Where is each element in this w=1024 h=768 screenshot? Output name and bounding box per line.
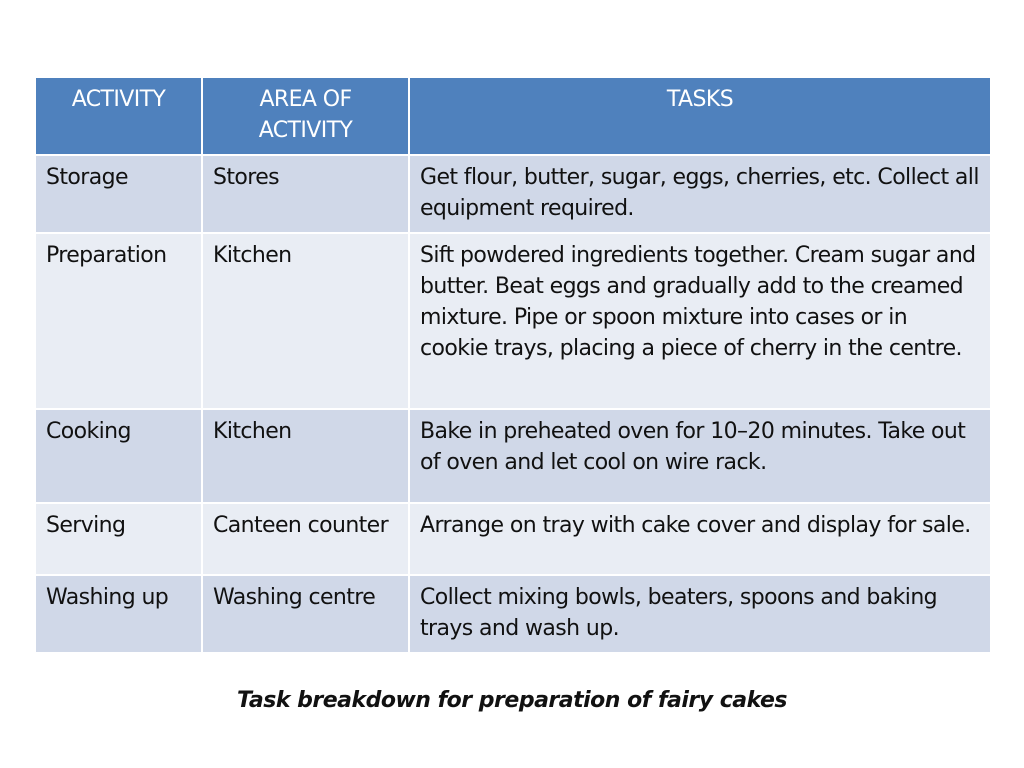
- header-activity: ACTIVITY: [34, 76, 203, 156]
- table-row: Storage Stores Get flour, butter, sugar,…: [34, 154, 992, 234]
- table-row: Washing up Washing centre Collect mixing…: [34, 574, 992, 654]
- header-tasks: TASKS: [408, 76, 992, 156]
- cell-activity: Storage: [34, 154, 203, 234]
- cell-area: Stores: [201, 154, 410, 234]
- cell-area: Kitchen: [201, 232, 410, 410]
- table-caption: Task breakdown for preparation of fairy …: [236, 688, 788, 713]
- cell-tasks: Sift powdered ingredients together. Crea…: [408, 232, 992, 410]
- header-area-of-activity: AREA OF ACTIVITY: [201, 76, 410, 156]
- table-row: Preparation Kitchen Sift powdered ingred…: [34, 232, 992, 410]
- cell-tasks: Bake in preheated oven for 10–20 minutes…: [408, 408, 992, 504]
- cell-tasks: Collect mixing bowls, beaters, spoons an…: [408, 574, 992, 654]
- cell-area: Washing centre: [201, 574, 410, 654]
- cell-activity: Washing up: [34, 574, 203, 654]
- cell-activity: Cooking: [34, 408, 203, 504]
- cell-activity: Serving: [34, 502, 203, 576]
- cell-activity: Preparation: [34, 232, 203, 410]
- cell-area: Kitchen: [201, 408, 410, 504]
- cell-tasks: Arrange on tray with cake cover and disp…: [408, 502, 992, 576]
- table-row: Cooking Kitchen Bake in preheated oven f…: [34, 408, 992, 504]
- task-breakdown-table: ACTIVITY AREA OF ACTIVITY TASKS Storage …: [34, 76, 992, 654]
- cell-tasks: Get flour, butter, sugar, eggs, cherries…: [408, 154, 992, 234]
- table-header-row: ACTIVITY AREA OF ACTIVITY TASKS: [34, 76, 992, 156]
- cell-area: Canteen counter: [201, 502, 410, 576]
- table-row: Serving Canteen counter Arrange on tray …: [34, 502, 992, 576]
